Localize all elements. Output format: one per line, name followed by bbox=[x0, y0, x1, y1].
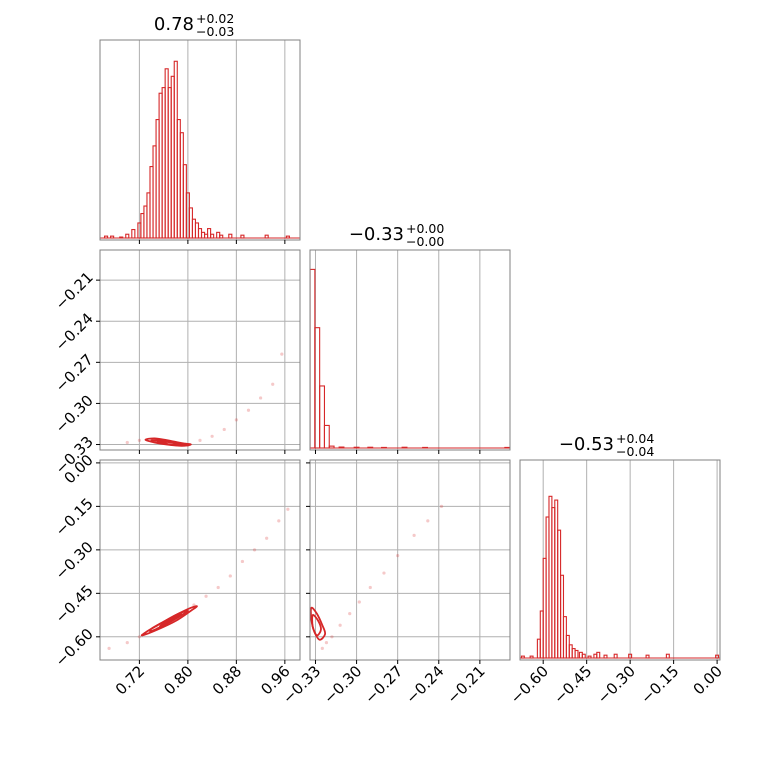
panel-frame bbox=[99, 459, 301, 661]
hist-bin bbox=[596, 651, 601, 659]
sample-point bbox=[368, 585, 372, 590]
sample-point bbox=[324, 641, 329, 645]
x-tick-label: −0.45 bbox=[550, 662, 595, 707]
hist-bin bbox=[319, 385, 326, 449]
sample-point bbox=[271, 382, 275, 386]
hist-bin bbox=[665, 653, 670, 659]
sample-point bbox=[265, 536, 269, 540]
x-tick-label: −0.30 bbox=[320, 662, 365, 707]
sample-point bbox=[252, 548, 257, 552]
hist-bin bbox=[125, 233, 130, 239]
y-tick-label: −0.30 bbox=[52, 538, 97, 583]
scatter-p0-p1: −0.33−0.30−0.27−0.24−0.21 bbox=[52, 249, 301, 478]
x-tick-label: −0.60 bbox=[507, 662, 552, 707]
sample-point bbox=[426, 519, 430, 523]
x-tick-label: 0.88 bbox=[209, 662, 245, 698]
panel-frame bbox=[309, 459, 511, 661]
y-tick-label: −0.30 bbox=[52, 392, 97, 437]
hist-p1: −0.33 +0.00−0.00 bbox=[309, 221, 511, 454]
sample-point bbox=[338, 623, 342, 627]
sample-point bbox=[259, 396, 263, 400]
sample-point bbox=[286, 507, 290, 511]
hist-bin bbox=[309, 268, 316, 449]
panel-frame bbox=[519, 459, 721, 661]
hist-bin bbox=[613, 653, 618, 659]
density-contour-2 bbox=[156, 440, 183, 446]
title-value: −0.53 bbox=[559, 434, 614, 455]
y-tick-label: −0.27 bbox=[52, 350, 97, 395]
sample-point bbox=[330, 635, 334, 639]
hist-bin bbox=[581, 653, 586, 659]
y-tick-label: −0.24 bbox=[52, 309, 97, 354]
sample-point bbox=[198, 438, 202, 443]
sample-point bbox=[228, 574, 232, 578]
title-minus: −0.04 bbox=[616, 444, 654, 459]
sample-point bbox=[137, 635, 141, 639]
sample-point bbox=[439, 504, 444, 508]
hist-bin bbox=[574, 649, 579, 659]
density-contour-2 bbox=[158, 613, 183, 628]
sample-point bbox=[280, 352, 284, 356]
panel-frame bbox=[99, 249, 301, 451]
sample-point bbox=[396, 554, 400, 558]
x-tick-label: 0.72 bbox=[112, 662, 148, 698]
sample-point bbox=[125, 440, 129, 445]
x-tick-label: 0.80 bbox=[160, 662, 196, 698]
sample-point bbox=[246, 408, 251, 412]
x-tick-label: −0.21 bbox=[443, 662, 488, 707]
sample-point bbox=[357, 600, 361, 604]
title-plus: +0.02 bbox=[196, 11, 234, 26]
x-tick-label: 0.00 bbox=[690, 662, 726, 698]
density-contour-1 bbox=[311, 614, 322, 637]
title-plus: +0.04 bbox=[616, 431, 654, 446]
panel-frame bbox=[309, 249, 511, 451]
title-minus: −0.03 bbox=[196, 24, 234, 39]
panel-title: −0.53 +0.04−0.04 bbox=[559, 431, 655, 459]
panel-frame bbox=[99, 39, 301, 241]
sample-point bbox=[222, 427, 226, 432]
title-minus: −0.00 bbox=[406, 234, 444, 249]
hist-bin bbox=[210, 233, 215, 239]
sample-point bbox=[240, 559, 245, 564]
y-tick-label: −0.45 bbox=[52, 581, 97, 626]
sample-point bbox=[412, 533, 416, 537]
scatter-p0-p2: 0.72 0.80 0.88 0.96−0.60−0.45−0.30−0.150.00 bbox=[52, 451, 301, 698]
y-tick-label: −0.60 bbox=[52, 625, 97, 670]
title-plus: +0.00 bbox=[406, 221, 444, 236]
sample-point bbox=[348, 612, 352, 616]
hist-bin bbox=[228, 233, 233, 239]
title-value: −0.33 bbox=[349, 224, 404, 245]
y-tick-label: −0.21 bbox=[52, 268, 97, 313]
sample-point bbox=[204, 594, 208, 598]
sample-point bbox=[137, 438, 141, 443]
panel-title: 0.78 +0.02−0.03 bbox=[154, 11, 234, 39]
sample-point bbox=[216, 585, 220, 590]
hist-bin bbox=[131, 228, 136, 239]
sample-point bbox=[320, 646, 324, 651]
y-tick-label: −0.15 bbox=[52, 494, 97, 539]
x-tick-label: −0.30 bbox=[594, 662, 639, 707]
sample-point bbox=[234, 418, 238, 422]
sample-point bbox=[210, 434, 214, 438]
x-tick-label: −0.24 bbox=[402, 662, 447, 707]
sample-point bbox=[382, 571, 386, 575]
x-tick-label: −0.27 bbox=[361, 662, 406, 707]
hist-bin bbox=[323, 424, 330, 449]
scatter-p1-p2: −0.33−0.30−0.27−0.24−0.21 bbox=[279, 459, 511, 707]
sample-point bbox=[125, 641, 129, 645]
panel-title: −0.33 +0.00−0.00 bbox=[349, 221, 445, 249]
sample-point bbox=[107, 646, 111, 651]
hist-p0: 0.78 +0.02−0.03 bbox=[99, 11, 301, 244]
x-tick-label: −0.15 bbox=[637, 662, 682, 707]
sample-point bbox=[277, 519, 281, 523]
hist-p2: −0.60−0.45−0.30−0.15 0.00 −0.53 +0.04−0.04 bbox=[507, 431, 726, 707]
title-value: 0.78 bbox=[154, 14, 194, 35]
